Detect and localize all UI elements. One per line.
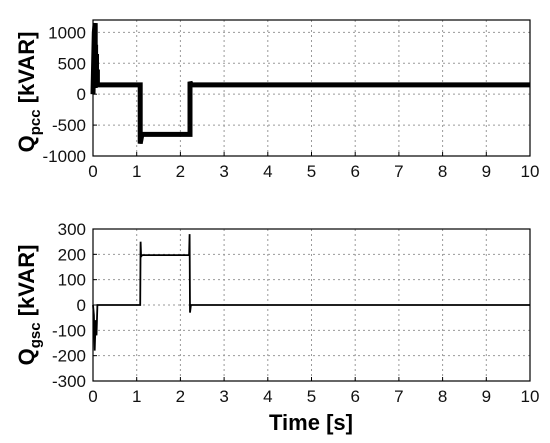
x-tick-label: 4 bbox=[263, 387, 272, 406]
x-tick-label: 9 bbox=[482, 387, 491, 406]
x-tick-label: 6 bbox=[350, 387, 359, 406]
x-tick-label: 5 bbox=[307, 162, 316, 181]
x-tick-label: 6 bbox=[350, 162, 359, 181]
x-tick-label: 10 bbox=[521, 162, 540, 181]
y-tick-labels-qpcc: -1000 -500 0 500 1000 bbox=[43, 23, 97, 166]
y-tick-label: -1000 bbox=[43, 147, 86, 166]
x-tick-label: 0 bbox=[88, 162, 97, 181]
x-tick-label: 8 bbox=[438, 162, 447, 181]
chart-panel-qgsc: -300 -200 -100 0 100 200 300 0 1 2 3 4 5 6 7 8 9 10 Qgsc… bbox=[14, 220, 539, 435]
x-tick-label: 2 bbox=[176, 387, 185, 406]
y-tick-label: -300 bbox=[52, 372, 86, 391]
y-tick-label: 1000 bbox=[48, 23, 86, 42]
series-line-detail-0 bbox=[92, 23, 530, 144]
x-tick-label: 7 bbox=[394, 162, 403, 181]
x-tick-label: 9 bbox=[482, 162, 491, 181]
y-tick-label: -500 bbox=[52, 116, 86, 135]
y-tick-label: 0 bbox=[77, 296, 86, 315]
y-tick-label: 100 bbox=[58, 271, 86, 290]
y-tick-label: 200 bbox=[58, 245, 86, 264]
series-group-qpcc bbox=[90, 22, 530, 145]
x-axis-label-time: Time [s] bbox=[269, 410, 353, 435]
chart-panel-qpcc: -1000 -500 0 500 1000 0 1 2 3 4 5 6 7 8 9 10 Qpcc [kVA… bbox=[14, 19, 539, 181]
y-tick-label: -100 bbox=[52, 321, 86, 340]
y-tick-label: -200 bbox=[52, 347, 86, 366]
y-tick-label: 0 bbox=[77, 85, 86, 104]
series-line-0 bbox=[92, 234, 530, 351]
x-tick-label: 5 bbox=[307, 387, 316, 406]
x-tick-labels-qgsc: 0 1 2 3 4 5 6 7 8 9 10 bbox=[88, 377, 539, 406]
x-tick-label: 1 bbox=[132, 387, 141, 406]
y-tick-label: 300 bbox=[58, 220, 86, 239]
x-tick-label: 1 bbox=[132, 162, 141, 181]
x-tick-label: 3 bbox=[219, 387, 228, 406]
x-tick-labels-qpcc: 0 1 2 3 4 5 6 7 8 9 10 bbox=[88, 152, 539, 181]
x-tick-label: 8 bbox=[438, 387, 447, 406]
x-tick-label: 10 bbox=[521, 387, 540, 406]
x-tick-label: 3 bbox=[219, 162, 228, 181]
y-tick-label: 500 bbox=[58, 54, 86, 73]
x-tick-label: 0 bbox=[88, 387, 97, 406]
x-tick-label: 7 bbox=[394, 387, 403, 406]
x-tick-label: 2 bbox=[176, 162, 185, 181]
y-axis-label-qpcc: Qpcc [kVAR] bbox=[14, 32, 44, 153]
y-axis-label-qgsc: Qgsc [kVAR] bbox=[14, 245, 44, 366]
y-tick-labels-qgsc: -300 -200 -100 0 100 200 300 bbox=[52, 220, 97, 391]
x-tick-label: 4 bbox=[263, 162, 272, 181]
series-group-qgsc bbox=[92, 234, 530, 351]
